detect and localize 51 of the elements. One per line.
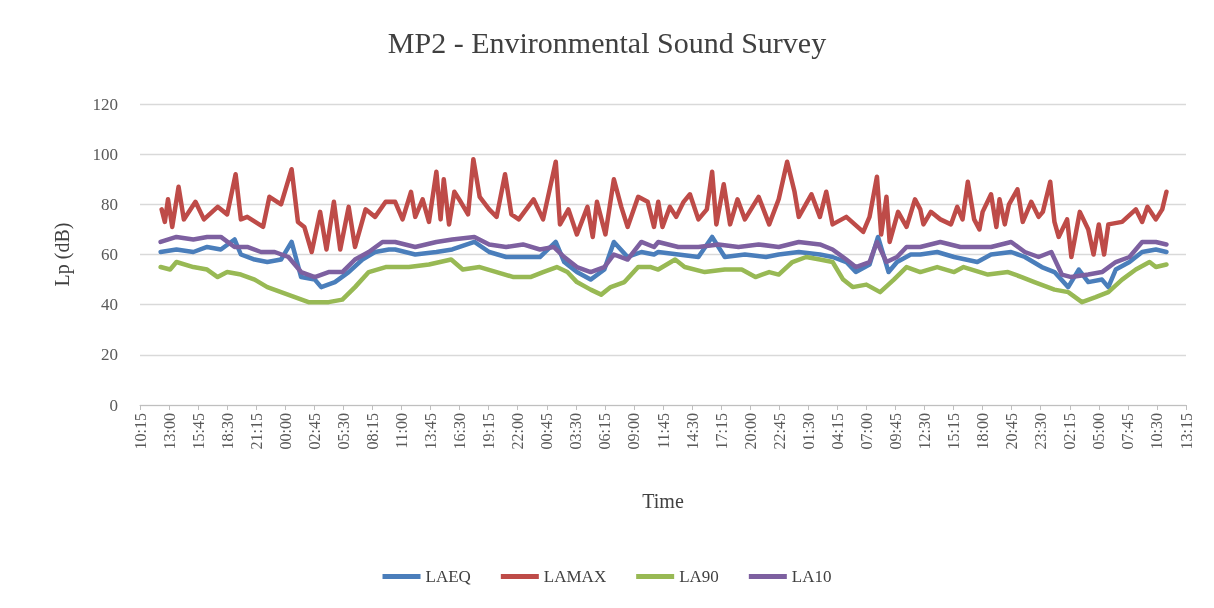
x-tick-label: 13:15 [1177,413,1195,450]
x-tick-label: 11:00 [393,413,410,449]
legend-label: LAEQ [425,567,471,586]
x-tick-label: 06:15 [596,413,614,450]
x-tick-label: 13:45 [422,413,440,450]
x-tick-label: 20:45 [1003,413,1021,450]
x-tick-label: 08:15 [363,413,381,450]
x-tick-label: 04:15 [828,413,846,450]
x-tick-label: 11:45 [654,413,672,449]
y-tick-label: 20 [101,345,118,365]
y-tick-label: 80 [101,194,118,214]
y-tick-label: 100 [92,144,118,164]
legend-label: LA10 [791,567,832,586]
x-tick-label: 09:00 [625,413,643,450]
legend-label: LA90 [679,567,719,586]
y-axis-title: Lp (dB) [51,222,74,287]
x-tick-label: 12:30 [916,413,933,450]
x-tick-label: 17:15 [712,413,730,450]
chart-title: MP2 - Environmental Sound Survey [387,25,827,59]
x-tick-label: 15:45 [189,413,207,450]
x-tick-label: 22:00 [509,413,527,450]
x-tick-label: 20:00 [741,413,759,450]
x-tick-label: 10:15 [131,413,149,450]
x-tick-label: 22:45 [770,413,788,450]
x-tick-label: 19:15 [480,413,498,450]
x-tick-label: 05:00 [1090,413,1108,450]
y-tick-label: 120 [92,94,118,114]
x-tick-label: 18:00 [974,413,992,450]
x-tick-label: 15:15 [945,413,963,450]
x-tick-label: 03:30 [567,413,585,450]
x-tick-label: 10:30 [1148,413,1166,450]
x-tick-label: 21:15 [247,413,265,450]
x-tick-label: 00:45 [538,413,556,450]
x-tick-label: 09:45 [886,413,904,450]
y-tick-label: 40 [101,295,118,315]
x-tick-label: 07:00 [857,413,875,450]
x-tick-label: 07:45 [1119,413,1137,450]
x-axis-title: Time [642,490,684,512]
y-tick-label: 60 [101,245,118,264]
legend-label: LAMAX [543,567,607,586]
x-tick-label: 00:00 [276,413,294,450]
x-tick-label: 05:30 [334,413,352,450]
x-tick-label: 02:15 [1061,413,1079,450]
x-tick-label: 02:45 [305,413,323,450]
x-tick-label: 18:30 [218,413,236,450]
y-tick-label: 0 [109,395,118,415]
x-tick-label: 23:30 [1032,413,1050,450]
x-tick-label: 13:00 [160,413,178,450]
x-tick-label: 14:30 [683,413,701,450]
x-tick-label: 16:30 [451,413,469,450]
x-tick-label: 01:30 [799,413,817,450]
